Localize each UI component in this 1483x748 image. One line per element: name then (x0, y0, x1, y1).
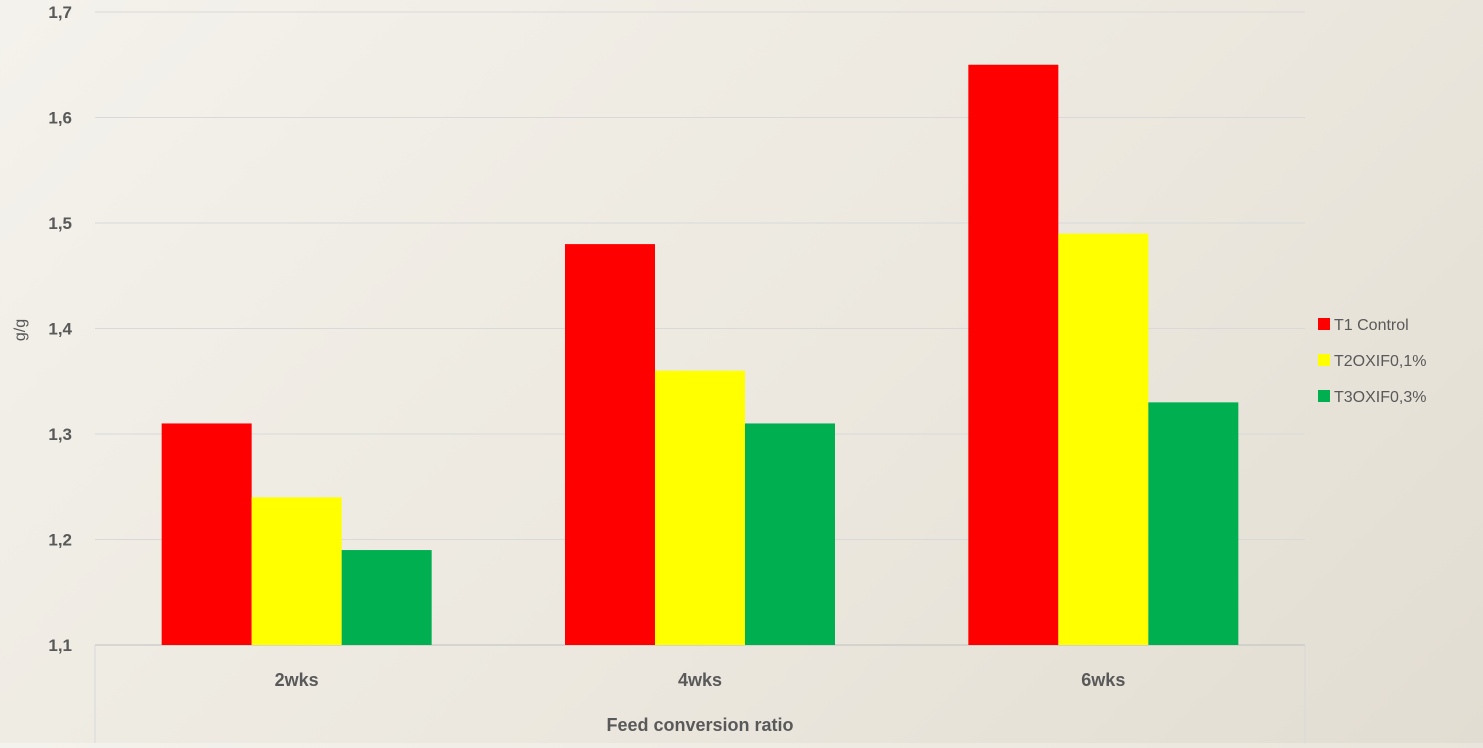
bar (251, 497, 342, 645)
y-axis-title: g/g (12, 319, 29, 341)
x-axis-ticks: 2wks 4wks 6wks (275, 670, 1126, 690)
y-tick-label: 1,5 (48, 214, 72, 233)
x-tick-label: 6wks (1081, 670, 1125, 690)
y-axis-ticks: 1,1 1,2 1,3 1,4 1,5 1,6 1,7 (48, 3, 72, 655)
bar (161, 423, 252, 645)
bar (968, 64, 1059, 645)
legend-label: T3OXIF0,3% (1334, 389, 1426, 406)
legend-swatch (1318, 390, 1330, 402)
x-tick-label: 4wks (678, 670, 722, 690)
legend-label: T1 Control (1334, 317, 1409, 334)
y-tick-label: 1,4 (48, 320, 72, 339)
x-axis-title: Feed conversion ratio (606, 715, 793, 735)
legend-swatch (1318, 318, 1330, 330)
legend-swatch (1318, 354, 1330, 366)
bar (565, 244, 655, 645)
bar (1148, 402, 1239, 645)
y-tick-label: 1,6 (48, 109, 72, 128)
y-tick-label: 1,1 (48, 636, 72, 655)
bar (341, 550, 432, 645)
legend: T1 Control T2OXIF0,1% T3OXIF0,3% (1318, 317, 1426, 406)
y-tick-label: 1,7 (48, 3, 72, 22)
bar (1058, 233, 1149, 646)
bars (161, 64, 1239, 646)
y-tick-label: 1,2 (48, 531, 72, 550)
legend-label: T2OXIF0,1% (1334, 353, 1426, 370)
bar (745, 423, 835, 645)
x-tick-label: 2wks (275, 670, 319, 690)
bar (655, 370, 745, 645)
y-tick-label: 1,3 (48, 425, 72, 444)
